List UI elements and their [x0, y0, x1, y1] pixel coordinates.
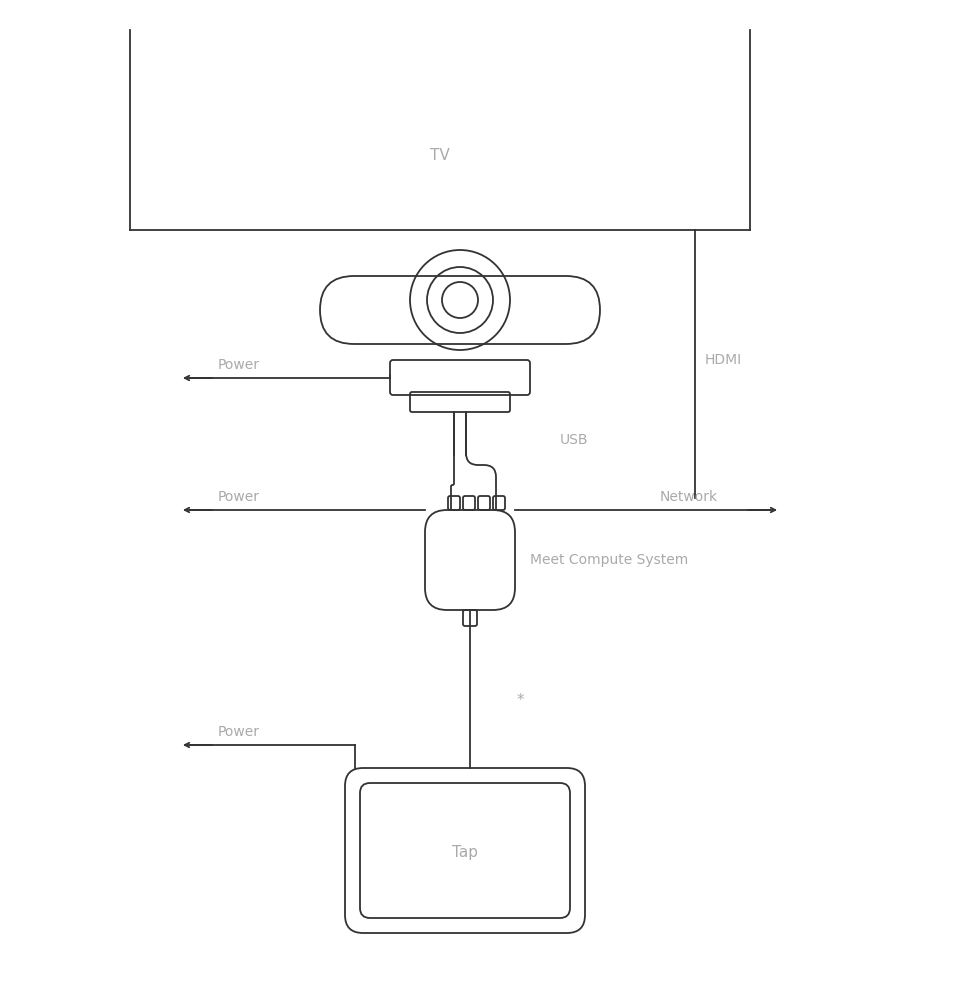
Text: Power: Power	[218, 490, 259, 504]
Text: Power: Power	[218, 358, 259, 372]
Text: Tap: Tap	[452, 846, 478, 860]
FancyBboxPatch shape	[425, 510, 514, 610]
Text: USB: USB	[559, 433, 588, 447]
Text: Power: Power	[218, 725, 259, 739]
Text: Meet Compute System: Meet Compute System	[530, 553, 687, 567]
Text: TV: TV	[430, 147, 450, 162]
Text: *: *	[516, 692, 524, 708]
Text: HDMI: HDMI	[704, 353, 741, 367]
Text: Network: Network	[659, 490, 717, 504]
